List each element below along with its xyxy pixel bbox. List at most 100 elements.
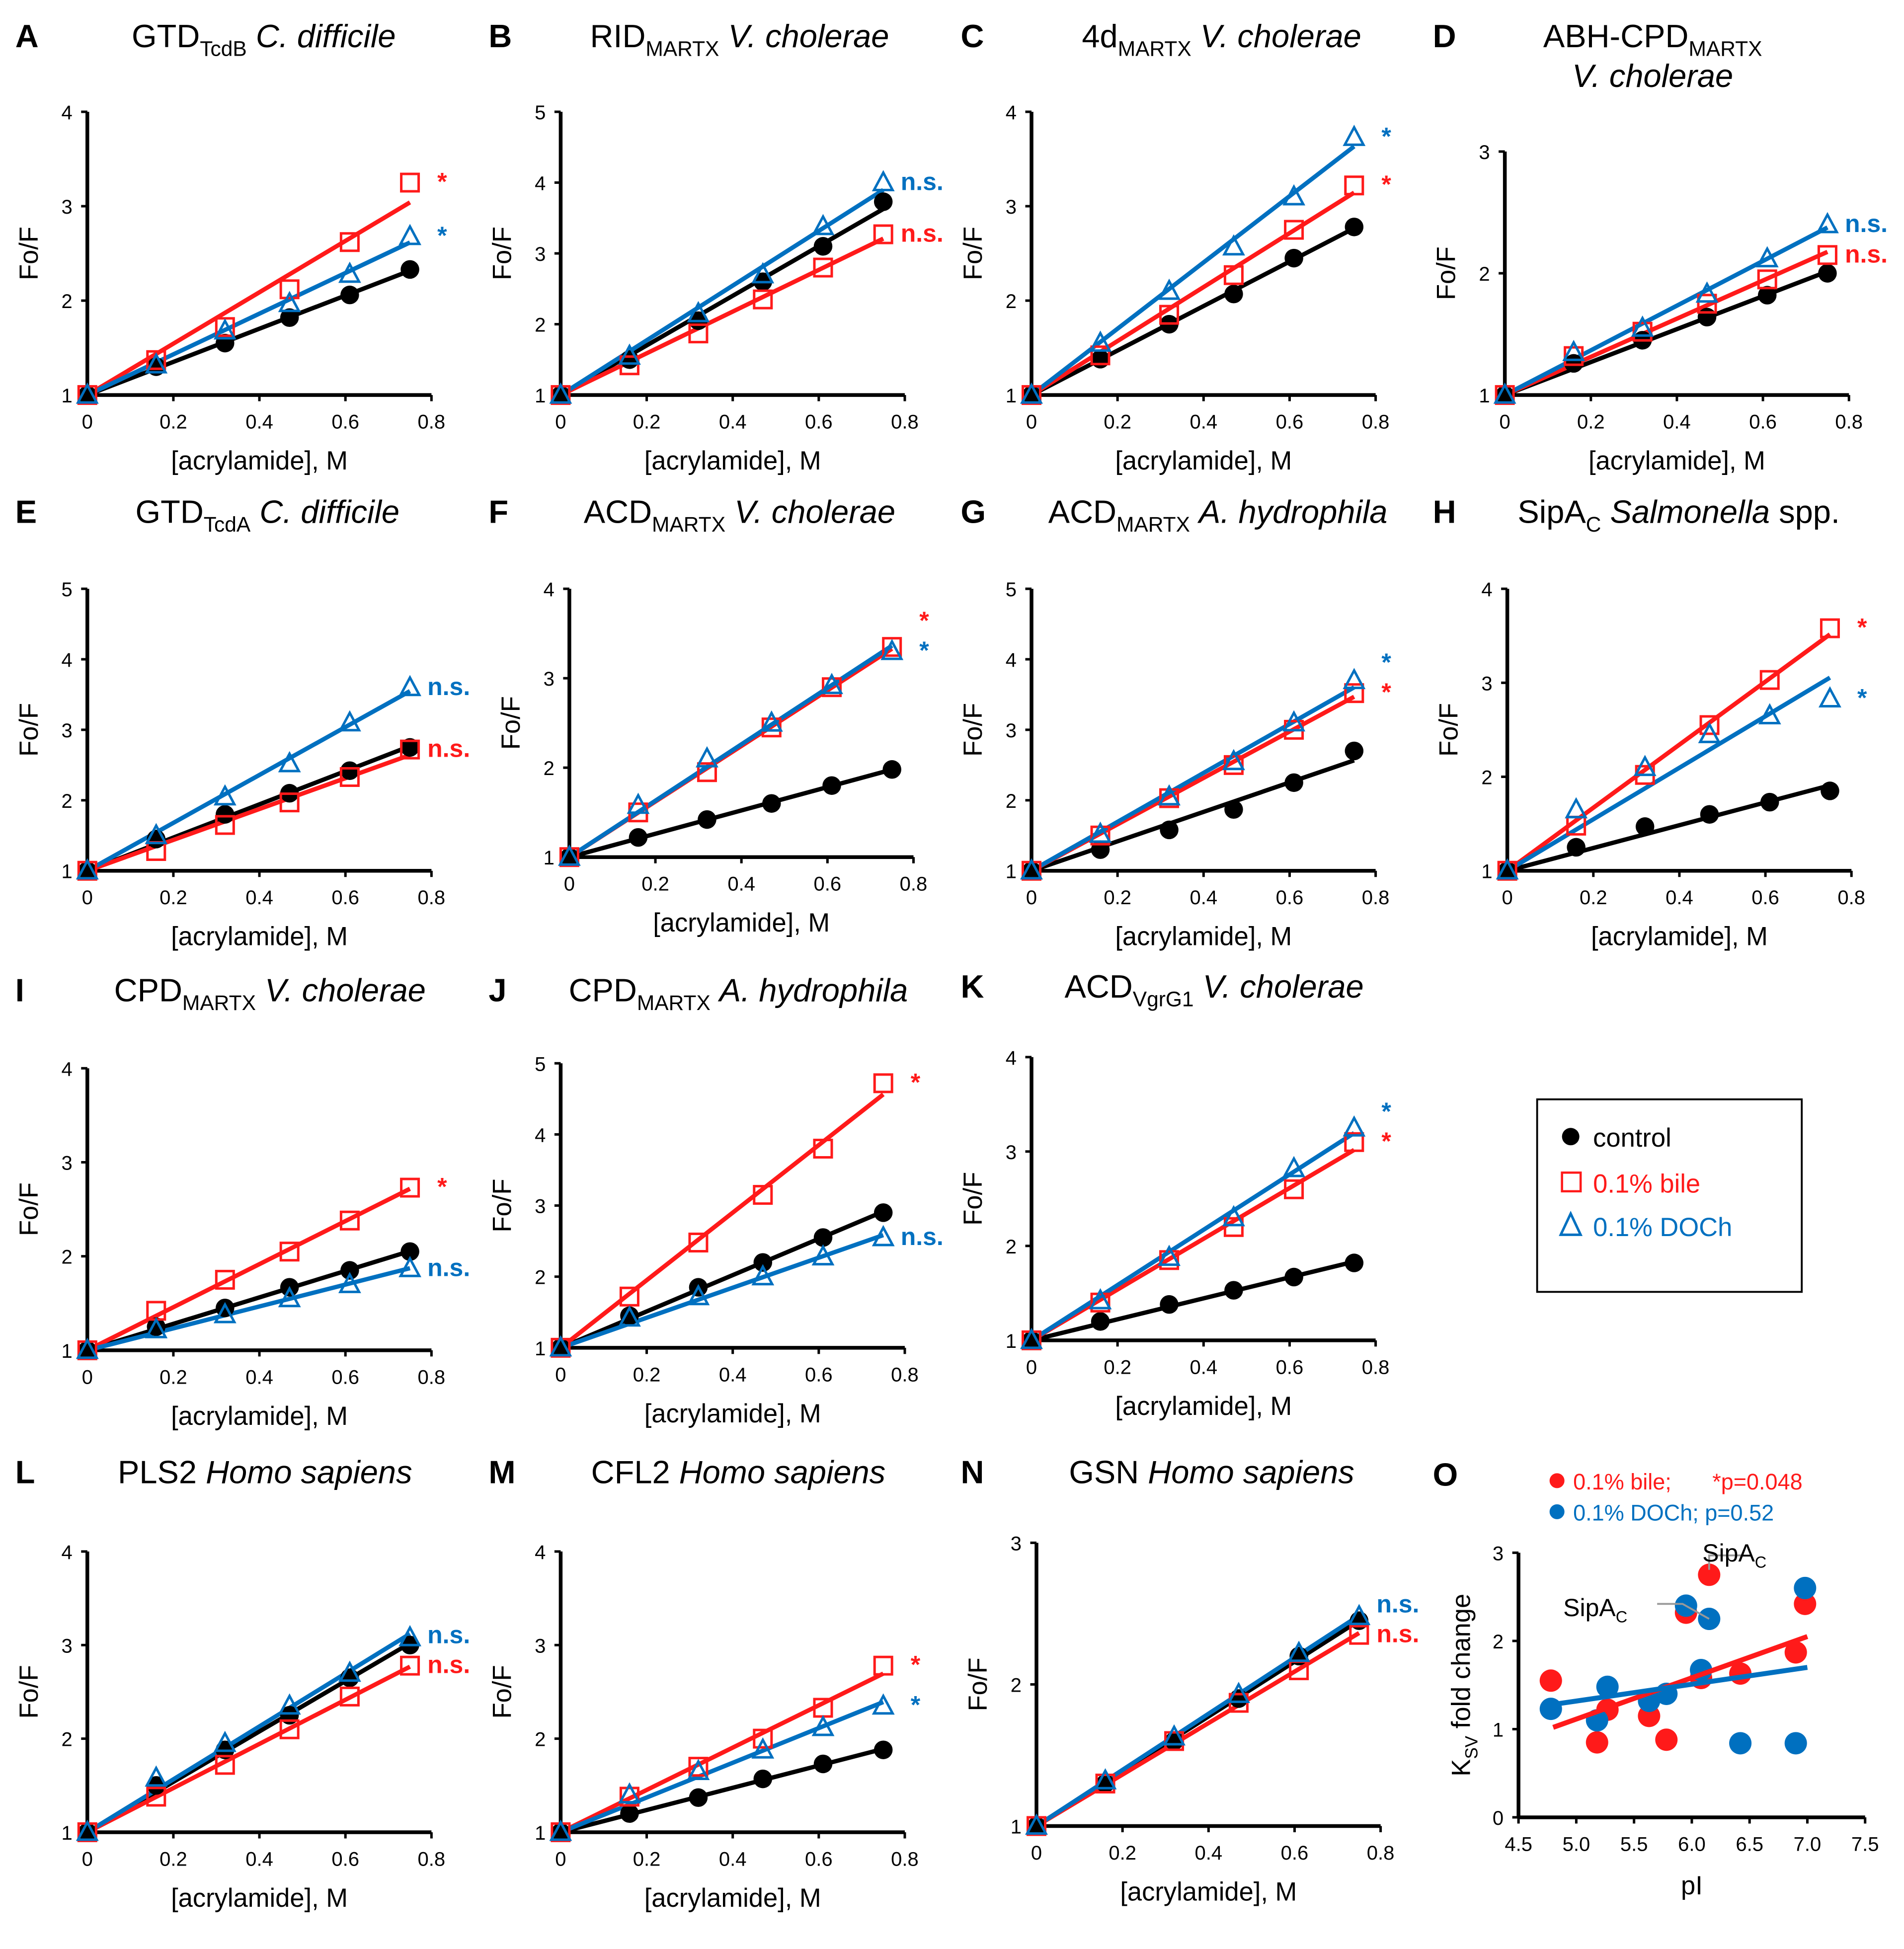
data-point-control [340, 1261, 359, 1280]
x-tick-label: 0 [555, 411, 566, 433]
data-point-doch [1819, 686, 1841, 708]
scatter-point-bile [1586, 1731, 1608, 1754]
y-tick-label: 4 [544, 579, 555, 601]
y-tick-label: 4 [1006, 649, 1017, 671]
x-tick-label: 0.2 [1109, 1842, 1136, 1864]
data-point-doch [549, 1819, 572, 1841]
data-point-control [1022, 1331, 1041, 1350]
x-tick-label: 0.2 [641, 873, 669, 895]
fit-line-control [1504, 269, 1828, 397]
data-point-bile [1817, 245, 1837, 265]
data-point-control [340, 761, 359, 780]
title-species: A. hydrophila [1197, 494, 1387, 530]
data-point-bile [400, 739, 420, 760]
data-point-bile [873, 1073, 893, 1093]
title-space [1601, 494, 1610, 530]
data-point-doch [1089, 330, 1112, 352]
y-axis-label: KSV fold change [1447, 1594, 1482, 1777]
title-space [1194, 968, 1203, 1005]
data-point-doch [1562, 340, 1586, 361]
fit-line-doch [559, 1700, 884, 1835]
title-protein: ABH-CPD [1543, 18, 1689, 54]
y-tick-label: 2 [62, 1247, 73, 1268]
x-tick-label: 0 [564, 873, 575, 895]
data-point-bile [619, 1286, 639, 1307]
data-point-doch [1158, 1245, 1181, 1266]
x-tick-label: 0.6 [331, 1366, 359, 1388]
data-point-bile [1223, 265, 1244, 285]
x-tick-label: 0.4 [1190, 411, 1218, 433]
x-tick-label: 0.8 [900, 873, 928, 895]
y-axis-label: Fo/F [958, 703, 988, 757]
fit-line-doch [1504, 225, 1828, 397]
fit-line-bile [1506, 632, 1831, 873]
scatter-point-bile [1539, 1669, 1562, 1692]
data-point-control [1027, 1816, 1046, 1836]
data-point-control [1498, 861, 1517, 880]
data-point-control [882, 760, 901, 779]
x-tick-label: 6.0 [1678, 1833, 1706, 1855]
y-tick-label: 2 [1006, 1236, 1017, 1258]
data-point-bile [279, 792, 300, 813]
data-point-control [1022, 386, 1041, 404]
panel-letter: N [961, 1454, 984, 1490]
y-tick-label: 3 [1011, 1533, 1022, 1555]
data-point-doch [1158, 278, 1181, 300]
data-point-doch [1282, 710, 1306, 732]
significance-label-doch: n.s. [901, 1223, 944, 1250]
y-tick-label: 1 [1011, 1816, 1022, 1838]
data-point-doch [145, 352, 168, 374]
data-point-doch [1089, 1288, 1112, 1310]
annotation-leader [1657, 1603, 1710, 1620]
data-point-bile [1757, 269, 1777, 290]
fit-line-control [1031, 1259, 1355, 1343]
data-point-control [551, 386, 570, 404]
y-axis-label: Fo/F [496, 696, 526, 750]
x-axis-label: [acrylamide], M [171, 1402, 348, 1431]
title-species: A. hydrophila [717, 972, 908, 1008]
title-protein: CPD [114, 972, 182, 1008]
data-point-doch [76, 858, 99, 880]
x-tick-label: 0.8 [1362, 1356, 1390, 1378]
data-point-doch [213, 1302, 237, 1324]
y-tick-label: 2 [544, 758, 555, 780]
x-tick-label: 0.4 [719, 1848, 747, 1870]
data-point-control [400, 1242, 419, 1261]
panel-m: M CFL2 Homo sapiens 1 2 3 4 0 0.2 0.4 0.6 0.8 [acry… [487, 1454, 920, 1913]
x-tick-label: 0.6 [805, 411, 833, 433]
data-point-control [1345, 1253, 1364, 1272]
fit-line-doch [568, 643, 893, 859]
significance-label-bile: * [911, 1651, 921, 1679]
fit-line-doch [86, 689, 411, 873]
title-space [256, 972, 265, 1008]
significance-label-bile: * [911, 1068, 921, 1096]
title-space [725, 494, 734, 530]
data-point-control [78, 386, 97, 404]
data-point-bile [339, 1210, 360, 1231]
scatter-point-doch [1596, 1675, 1619, 1698]
x-tick-label: 0 [555, 1848, 566, 1870]
y-tick-label: 4 [535, 173, 546, 195]
x-tick-label: 0.8 [1837, 887, 1865, 909]
data-point-doch [1565, 797, 1588, 819]
data-point-bile [688, 1757, 709, 1777]
y-axis-label: Fo/F [14, 227, 44, 280]
legend-label-doch: 0.1% DOCh; p=0.52 [1573, 1500, 1774, 1525]
data-point-control [1091, 1312, 1110, 1331]
legend-label-control: control [1593, 1123, 1671, 1153]
x-tick-label: 0.8 [891, 1364, 919, 1386]
x-tick-label: 0.8 [1362, 411, 1390, 433]
data-point-control [762, 794, 781, 813]
x-axis-label: [acrylamide], M [1120, 1877, 1297, 1906]
data-point-bile [1223, 755, 1244, 775]
y-axis-label: Fo/F [958, 1172, 988, 1226]
y-tick-label: 3 [1006, 196, 1017, 218]
x-tick-label: 0.8 [1362, 887, 1390, 909]
data-point-control [280, 308, 299, 327]
panel-title: ACDMARTX V. cholerae [584, 494, 895, 537]
data-point-doch [618, 1782, 641, 1804]
x-tick-label: 0.6 [331, 1848, 359, 1870]
data-point-doch [398, 224, 422, 245]
trend-line-bile [1552, 1634, 1809, 1730]
data-point-doch [278, 1693, 301, 1715]
